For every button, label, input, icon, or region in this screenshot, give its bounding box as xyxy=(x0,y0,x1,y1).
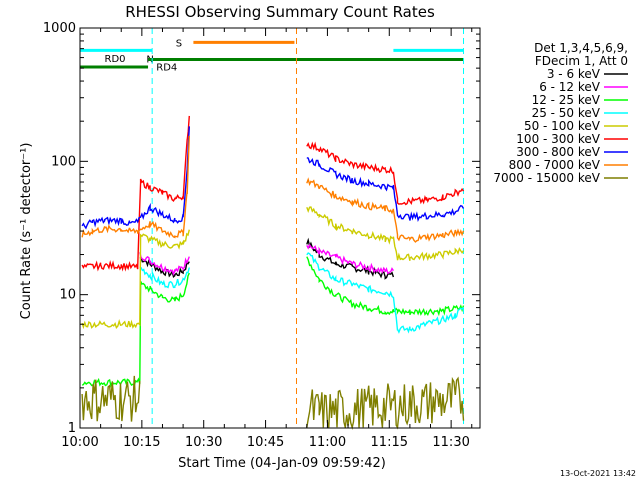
y-axis: 1 10 100 1000 xyxy=(43,21,480,436)
y-axis-label: Count Rate (s⁻¹ detector⁻¹) xyxy=(19,143,34,320)
x-tick-label: 10:30 xyxy=(185,435,222,450)
x-tick-label: 10:15 xyxy=(123,435,160,450)
series-line xyxy=(139,252,465,334)
legend-entry-label: 300 - 800 keV xyxy=(516,145,600,159)
flag-label: S xyxy=(176,38,182,49)
legend: Det 1,3,4,5,6,9, FDecim 1, Att 0 3 - 6 k… xyxy=(493,41,628,185)
legend-entry-label: 25 - 50 keV xyxy=(532,106,601,120)
series-line xyxy=(81,206,465,330)
y-tick-label: 100 xyxy=(51,154,76,169)
x-axis: 10:00 10:15 10:30 10:45 11:00 11:15 11:30 xyxy=(61,28,473,450)
x-tick-label: 11:00 xyxy=(309,435,346,450)
x-axis-label: Start Time (04-Jan-09 09:59:42) xyxy=(178,456,386,471)
legend-entry-label: 800 - 7000 keV xyxy=(509,158,601,172)
plot-frame xyxy=(79,27,481,429)
series-lines xyxy=(81,115,465,431)
legend-entry-label: 6 - 12 keV xyxy=(539,80,601,94)
legend-entry-label: 50 - 100 keV xyxy=(524,119,601,133)
legend-entry-label: 7000 - 15000 keV xyxy=(493,171,600,185)
series-line xyxy=(81,135,465,243)
observing-flags: NSRD0RD4 xyxy=(80,38,464,74)
flag-label: RD0 xyxy=(105,54,126,65)
chart-title: RHESSI Observing Summary Count Rates xyxy=(125,3,435,21)
y-tick-label: 1000 xyxy=(43,21,76,36)
series-line xyxy=(139,237,395,280)
x-tick-label: 10:45 xyxy=(247,435,284,450)
flag-label: RD4 xyxy=(156,63,177,74)
series-line xyxy=(139,243,394,277)
series-line xyxy=(81,126,465,230)
series-line xyxy=(81,115,465,272)
series-line xyxy=(81,375,465,431)
legend-entry-label: 12 - 25 keV xyxy=(532,93,601,107)
x-tick-label: 11:15 xyxy=(371,435,408,450)
mode-change-markers xyxy=(151,28,465,428)
y-tick-label: 1 xyxy=(68,421,76,436)
legend-header-line-1: Det 1,3,4,5,6,9, xyxy=(534,41,628,55)
x-tick-label: 10:00 xyxy=(61,435,98,450)
timestamp: 13-Oct-2021 13:42 xyxy=(560,469,636,478)
x-tick-label: 11:30 xyxy=(432,435,469,450)
legend-entry-label: 100 - 300 keV xyxy=(516,132,600,146)
legend-entry-label: 3 - 6 keV xyxy=(547,67,601,81)
legend-header-line-2: FDecim 1, Att 0 xyxy=(535,54,628,68)
y-tick-label: 10 xyxy=(59,288,76,303)
